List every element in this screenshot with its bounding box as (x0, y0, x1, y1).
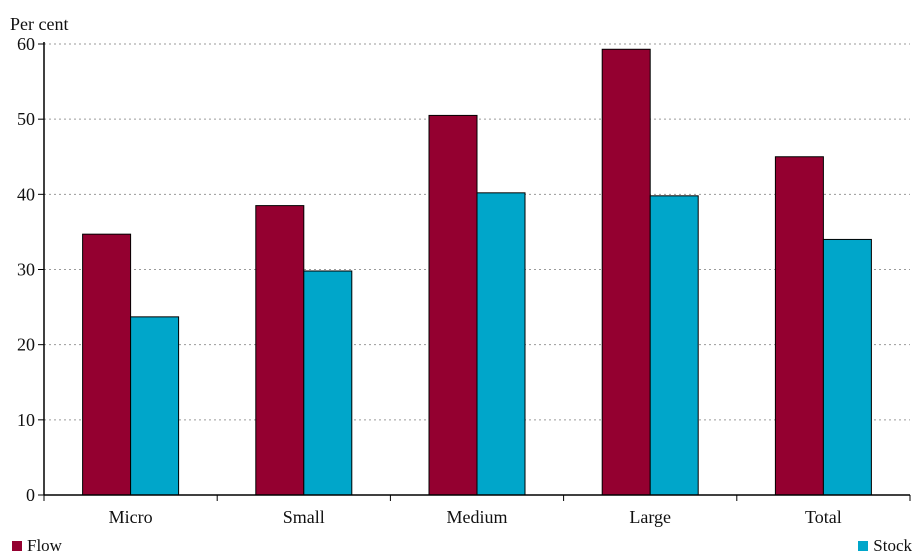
x-tick-label-total: Total (805, 507, 842, 527)
legend-item-flow: Flow (12, 536, 62, 556)
bar-flow-total (774, 156, 824, 496)
x-tick-label-micro: Micro (109, 507, 153, 527)
y-tick-label-30: 30 (17, 260, 35, 280)
y-tick-label-50: 50 (17, 109, 35, 129)
bar-flow-medium (428, 114, 478, 496)
x-tick-label-large: Large (629, 507, 671, 527)
y-tick-label-40: 40 (17, 184, 35, 204)
legend-label-stock: Stock (873, 536, 912, 555)
bar-stock-large (649, 195, 699, 496)
y-tick-label-0: 0 (26, 485, 35, 505)
y-axis-title: Per cent (10, 14, 69, 34)
bar-stock-small (303, 270, 353, 496)
bar-stock-micro (130, 316, 180, 496)
legend-label-flow: Flow (27, 536, 62, 555)
bar-flow-large (601, 48, 651, 496)
x-tick-label-medium: Medium (447, 507, 508, 527)
legend-item-stock: Stock (858, 536, 912, 556)
x-tick-label-small: Small (283, 507, 325, 527)
y-tick-label-10: 10 (17, 410, 35, 430)
legend-swatch-flow (12, 541, 22, 551)
bar-stock-total (822, 238, 872, 496)
bar-stock-medium (476, 192, 526, 496)
bar-flow-small (255, 205, 305, 496)
y-tick-label-20: 20 (17, 335, 35, 355)
bar-flow-micro (82, 233, 132, 496)
legend-swatch-stock (858, 541, 869, 551)
y-tick-label-60: 60 (17, 34, 35, 54)
